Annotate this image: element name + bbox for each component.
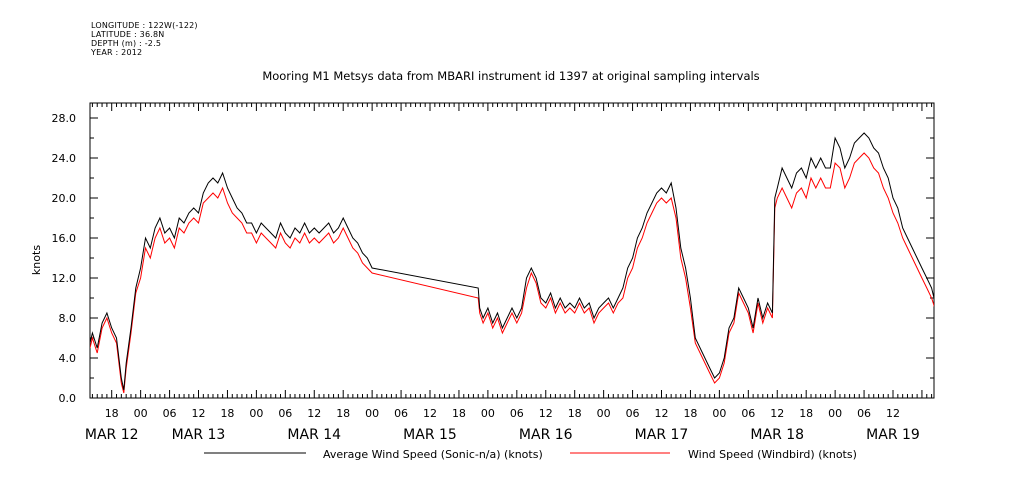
x-date-label: MAR 18 <box>750 427 804 443</box>
x-hour-label: 06 <box>857 407 871 420</box>
x-hour-label: 12 <box>423 407 437 420</box>
x-hour-label: 12 <box>770 407 784 420</box>
x-hour-label: 00 <box>597 407 611 420</box>
longitude-text: LONGITUDE : 122W(-122) <box>91 21 198 30</box>
x-date-label: MAR 14 <box>287 427 341 443</box>
x-date-label: MAR 19 <box>866 427 920 443</box>
x-date-label: MAR 13 <box>172 427 226 443</box>
x-hour-label: 18 <box>220 407 234 420</box>
legend: Average Wind Speed (Sonic-n/a) (knots) W… <box>204 448 857 461</box>
latitude-text: LATITUDE : 36.8N <box>91 30 165 39</box>
x-hour-label: 12 <box>886 407 900 420</box>
plot-series <box>90 132 934 394</box>
y-tick-label: 0.0 <box>59 392 77 405</box>
x-date-label: MAR 16 <box>519 427 573 443</box>
year-text: YEAR : 2012 <box>91 48 143 57</box>
x-hour-label: 06 <box>741 407 755 420</box>
y-axis-label: knots <box>30 245 43 275</box>
y-tick-label: 28.0 <box>52 112 77 125</box>
x-hour-label: 12 <box>307 407 321 420</box>
y-tick-label: 16.0 <box>52 232 77 245</box>
y-tick-label: 20.0 <box>52 192 77 205</box>
series-line-windbird <box>90 152 934 394</box>
station-metadata: LONGITUDE : 122W(-122) LATITUDE : 36.8N … <box>91 21 198 57</box>
series-line-sonic <box>90 132 934 391</box>
y-tick-label: 12.0 <box>52 272 77 285</box>
depth-text: DEPTH (m) : -2.5 <box>91 39 162 48</box>
x-date-label: MAR 15 <box>403 427 457 443</box>
plot-frame <box>89 102 935 399</box>
x-hour-label: 18 <box>336 407 350 420</box>
x-axis: 18 00 06 12 18 00 06 12 18 00 06 12 18 00 06 12 18 00 06 12… <box>85 103 933 443</box>
x-hour-label: 18 <box>799 407 813 420</box>
x-hour-label: 00 <box>828 407 842 420</box>
x-hour-label: 18 <box>105 407 119 420</box>
x-date-label: MAR 12 <box>85 427 139 443</box>
legend-label-sonic: Average Wind Speed (Sonic-n/a) (knots) <box>323 448 543 461</box>
x-hour-label: 12 <box>539 407 553 420</box>
y-axis: 0.0 4.0 8.0 12.0 16.0 20.0 24.0 28.0 <box>52 112 934 405</box>
x-hour-label: 18 <box>683 407 697 420</box>
x-hour-label: 12 <box>655 407 669 420</box>
x-hour-label: 06 <box>510 407 524 420</box>
x-hour-label: 18 <box>452 407 466 420</box>
legend-label-windbird: Wind Speed (Windbird) (knots) <box>688 448 857 461</box>
x-hour-label: 06 <box>394 407 408 420</box>
x-hour-label: 06 <box>163 407 177 420</box>
y-tick-label: 8.0 <box>59 312 77 325</box>
x-hour-label: 12 <box>192 407 206 420</box>
x-hour-label: 18 <box>568 407 582 420</box>
x-hour-label: 00 <box>712 407 726 420</box>
x-hour-label: 06 <box>626 407 640 420</box>
x-date-label: MAR 17 <box>635 427 689 443</box>
x-hour-label: 00 <box>365 407 379 420</box>
x-hour-label: 06 <box>278 407 292 420</box>
y-tick-label: 4.0 <box>59 352 77 365</box>
y-tick-label: 24.0 <box>52 152 77 165</box>
x-hour-label: 00 <box>134 407 148 420</box>
chart-title: Mooring M1 Metsys data from MBARI instru… <box>262 69 759 83</box>
x-hour-label: 00 <box>249 407 263 420</box>
x-hour-label: 00 <box>481 407 495 420</box>
